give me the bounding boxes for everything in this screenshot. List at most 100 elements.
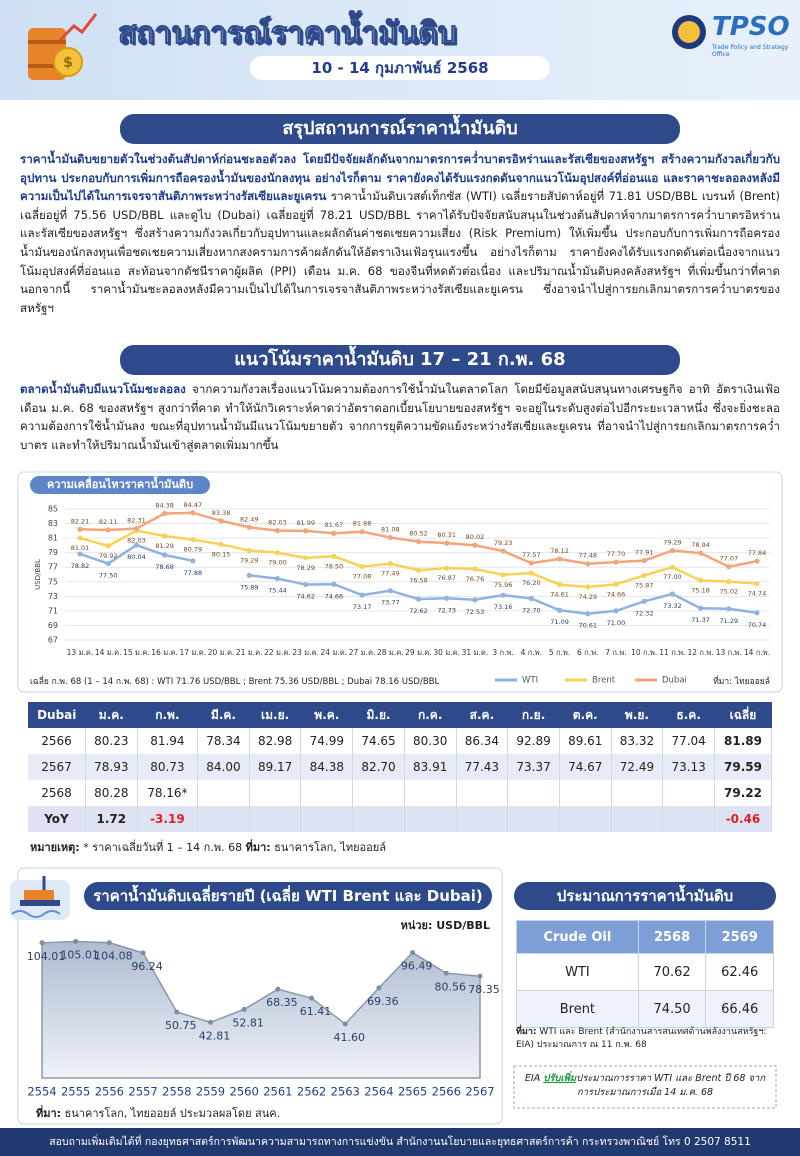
- table-cell: 78.16*: [137, 780, 199, 806]
- table-cell: 73.13: [662, 754, 715, 780]
- value-label: 77.08: [353, 573, 372, 581]
- point: [443, 970, 449, 976]
- point: [613, 559, 619, 565]
- header-band: [0, 0, 800, 100]
- value-label: 71.00: [607, 619, 626, 627]
- table-row: 2566 80.23 81.94 78.34 82.98 74.99 74.65 80.30 8…: [28, 728, 773, 754]
- point: [726, 564, 732, 570]
- table-cell: 89.17: [249, 754, 302, 780]
- header-cell: ส.ค.: [456, 702, 508, 728]
- header-cell: ก.พ.: [137, 702, 198, 728]
- table-cell: [197, 780, 250, 806]
- value-label: 61.41: [300, 1005, 332, 1018]
- point: [444, 540, 450, 546]
- table-cell: 73.37: [507, 754, 560, 780]
- table-cell: [249, 780, 302, 806]
- point: [359, 564, 365, 570]
- point: [500, 592, 506, 598]
- point: [556, 582, 563, 588]
- point: [669, 591, 675, 597]
- point: [246, 572, 252, 578]
- value-label: 80.04: [127, 553, 146, 561]
- y-tick-label: 79: [48, 548, 58, 557]
- point: [613, 608, 619, 614]
- value-label: 81.01: [71, 544, 90, 552]
- header-row: Crude Oil 2568 2569: [516, 920, 774, 954]
- value-label: 41.60: [333, 1031, 365, 1044]
- table-cell: [352, 780, 405, 806]
- point: [190, 510, 196, 516]
- x-tick-label: 2563: [331, 1085, 360, 1099]
- footer-band: [0, 1128, 800, 1156]
- value-label: 78.12: [550, 547, 569, 555]
- x-tick-label: 2559: [196, 1085, 225, 1099]
- forecast-heading: ประมาณการราคาน้ำมันดิบ: [514, 882, 776, 910]
- point: [669, 547, 675, 554]
- point: [754, 610, 760, 616]
- x-tick-label: 23 ม.ค.: [292, 648, 319, 657]
- value-label: 78.94: [691, 541, 710, 549]
- header-cell: เฉลี่ย: [714, 702, 772, 728]
- y-tick-label: 73: [48, 592, 58, 601]
- x-tick-label: 2560: [230, 1085, 259, 1099]
- table-cell: [662, 806, 715, 832]
- barrel-icon: $: [28, 13, 98, 80]
- table-cell: 86.34: [456, 728, 509, 754]
- table-cell: 80.30: [404, 728, 457, 754]
- point: [274, 550, 281, 556]
- y-axis-label: USD/BBL: [34, 559, 42, 590]
- source-label: ที่มา:: [516, 1027, 537, 1037]
- value-label: 77.07: [719, 555, 738, 563]
- eia-start: EIA: [524, 1073, 544, 1084]
- table-cell: 74.99: [300, 728, 354, 754]
- point: [162, 533, 168, 539]
- value-label: 78.82: [71, 562, 90, 570]
- outlook-body: จากความกังวลเรื่องแนวโน้มความต้องการใช้น…: [20, 382, 780, 452]
- value-label: 70.61: [578, 622, 597, 630]
- point: [246, 547, 252, 554]
- value-label: 77.88: [184, 569, 203, 577]
- point: [331, 553, 337, 559]
- table-cell: [559, 780, 612, 806]
- value-label: 84.47: [184, 501, 203, 509]
- value-label: 82.03: [127, 537, 146, 545]
- point: [218, 541, 224, 547]
- header-cell: เม.ย.: [249, 702, 301, 728]
- table-cell: 70.62: [637, 953, 707, 991]
- point: [77, 526, 83, 532]
- point: [697, 577, 704, 584]
- table-cell: [404, 780, 457, 806]
- value-label: 75.02: [719, 588, 738, 596]
- value-label: 74.62: [296, 593, 315, 601]
- source-text: ธนาคารโลก, ไทยออยล์ ประมวลผลโดย สนค.: [64, 1107, 281, 1120]
- point: [174, 1009, 180, 1015]
- value-label: 74.66: [607, 590, 626, 598]
- table-row: YoY 1.72 -3.19 -0.46: [28, 806, 773, 832]
- legend-label: Brent: [592, 676, 616, 686]
- table-cell: [559, 806, 612, 832]
- value-label: 42.81: [199, 1029, 231, 1042]
- value-label: 71.37: [691, 616, 710, 624]
- point: [162, 552, 168, 558]
- legend-label: Dubai: [662, 676, 687, 686]
- eia-text: EIA ปรับเพิ่มประมาณการราคา WTI และ Brent…: [520, 1072, 770, 1100]
- value-label: 105.01: [60, 948, 99, 961]
- source-label: ที่มา:: [36, 1107, 62, 1120]
- eia-highlight: ปรับเพิ่ม: [543, 1073, 577, 1084]
- point: [444, 565, 450, 571]
- value-label: 71.29: [719, 617, 738, 625]
- table-cell: 82.98: [249, 728, 302, 754]
- point: [359, 592, 365, 598]
- value-label: 68.35: [266, 996, 298, 1009]
- emblem: [672, 15, 706, 49]
- summary-lead: ราคาน้ำมันดิบขยายตัวในช่วงต้นสัปดาห์ก่อน…: [20, 152, 780, 204]
- x-tick-label: 2561: [263, 1085, 292, 1099]
- table-cell: [507, 780, 560, 806]
- line-chart-source: ที่มา: ไทยออยล์: [713, 677, 770, 687]
- area-chart-source: ที่มา: ธนาคารโลก, ไทยออยล์ ประมวลผลโดย ส…: [36, 1104, 280, 1122]
- point: [585, 611, 591, 617]
- value-label: 76.76: [466, 575, 485, 583]
- table-cell: [197, 806, 250, 832]
- table-cell: [249, 806, 302, 832]
- point: [585, 584, 591, 590]
